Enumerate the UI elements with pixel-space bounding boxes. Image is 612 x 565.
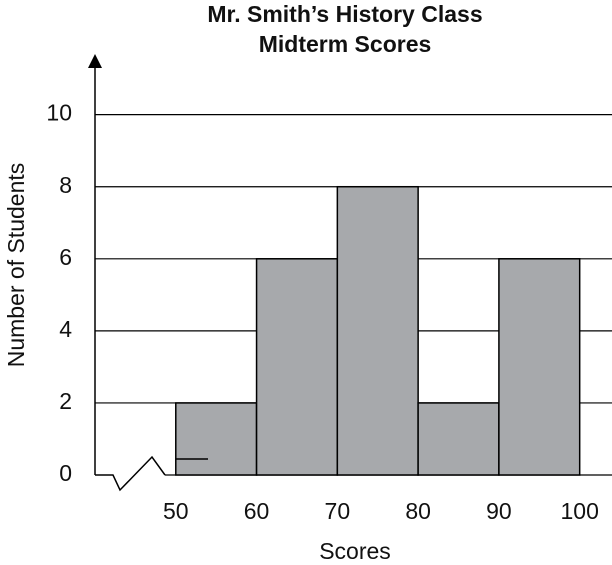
x-tick-label: 90: [486, 498, 512, 524]
x-tick-label: 80: [405, 498, 431, 524]
axis-break: [95, 455, 166, 492]
bar: [336, 185, 419, 476]
chart-title: Mr. Smith’s History Class: [207, 1, 482, 27]
bar: [498, 258, 581, 476]
chart-title: Midterm Scores: [259, 31, 432, 57]
y-axis-label: Number of Students: [3, 163, 29, 368]
y-tick-label: 10: [46, 100, 72, 126]
x-tick-label: 100: [561, 498, 599, 524]
y-tick-label: 2: [59, 388, 72, 414]
bar: [175, 402, 258, 476]
x-tick-label: 70: [325, 498, 351, 524]
bar: [417, 402, 500, 476]
x-tick-label: 50: [163, 498, 189, 524]
y-tick-label: 0: [59, 460, 72, 486]
x-tick-label: 60: [244, 498, 270, 524]
y-tick-label: 6: [59, 244, 72, 270]
bar: [255, 258, 339, 476]
y-tick-label: 8: [59, 172, 72, 198]
x-axis-label: Scores: [319, 538, 391, 564]
axis-arrow: [88, 54, 102, 68]
y-tick-label: 4: [59, 316, 72, 342]
